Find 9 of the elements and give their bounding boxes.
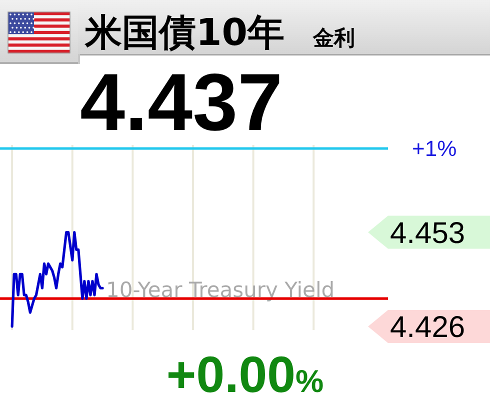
text: +1%	[412, 136, 457, 161]
text: +0.00%	[166, 346, 324, 403]
annotation: 10-Year Treasury Yield	[106, 278, 335, 302]
annotation: 4.437	[80, 58, 283, 148]
y-tick-label: 4.426	[390, 311, 466, 344]
chart-title: 米国債10年	[84, 11, 284, 54]
line-series	[10, 230, 104, 328]
y-tick-label: 4.453	[390, 216, 466, 250]
chart-subtitle: 金利	[312, 26, 355, 50]
